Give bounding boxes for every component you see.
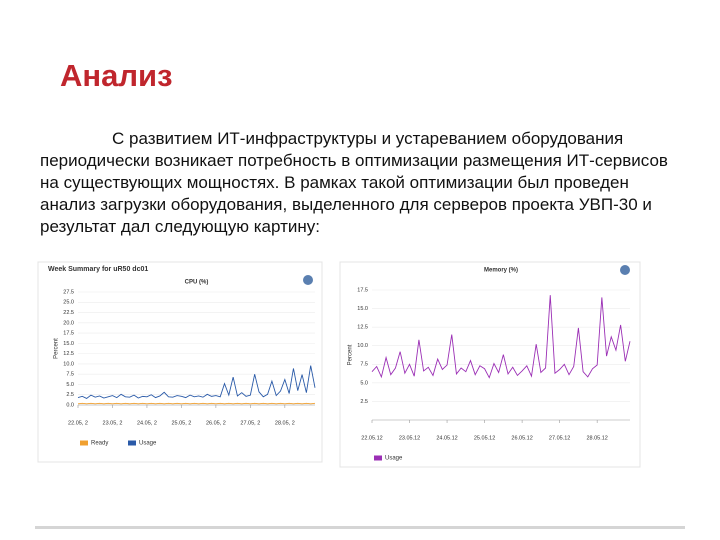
y-tick-label: 7.5 bbox=[66, 372, 74, 378]
paragraph: С развитием ИТ-инфраструктуры и устарева… bbox=[40, 129, 668, 236]
y-tick-label: 0.0 bbox=[66, 402, 74, 408]
legend-swatch bbox=[128, 440, 136, 446]
y-tick-label: 17.5 bbox=[357, 287, 368, 293]
x-tick-label: 28.05.12 bbox=[586, 435, 607, 441]
legend-label: Ready bbox=[91, 441, 108, 447]
refresh-icon bbox=[620, 265, 630, 275]
slide-title: Анализ bbox=[60, 58, 173, 93]
y-axis-label: Percent bbox=[348, 344, 354, 365]
x-tick-label: 25.05, 2 bbox=[171, 420, 191, 426]
chart-subtitle: Week Summary for uR50 dc01 bbox=[48, 266, 148, 273]
y-tick-label: 2.5 bbox=[360, 399, 368, 405]
refresh-icon bbox=[303, 275, 313, 285]
y-tick-label: 20.0 bbox=[63, 320, 74, 326]
y-tick-label: 12.5 bbox=[357, 325, 368, 331]
legend-swatch bbox=[374, 455, 382, 461]
legend-swatch bbox=[80, 440, 88, 446]
divider bbox=[35, 526, 685, 529]
x-tick-label: 26.05.12 bbox=[511, 435, 532, 441]
chart-title: Memory (%) bbox=[484, 268, 518, 274]
x-tick-label: 27.05, 2 bbox=[240, 420, 260, 426]
x-tick-label: 24.05.12 bbox=[436, 435, 457, 441]
y-tick-label: 27.5 bbox=[63, 289, 74, 295]
y-tick-label: 15.0 bbox=[63, 341, 74, 347]
y-tick-label: 10.0 bbox=[63, 361, 74, 367]
x-tick-label: 27.05.12 bbox=[549, 435, 570, 441]
y-tick-label: 17.5 bbox=[63, 331, 74, 337]
x-tick-label: 23.05.12 bbox=[399, 435, 420, 441]
x-tick-label: 24.05, 2 bbox=[137, 420, 157, 426]
y-tick-label: 2.5 bbox=[66, 392, 74, 398]
y-tick-label: 5.0 bbox=[66, 382, 74, 388]
series-line bbox=[371, 295, 631, 379]
legend-label: Usage bbox=[385, 456, 403, 462]
x-tick-label: 22.05, 2 bbox=[68, 420, 88, 426]
chart-frame bbox=[37, 261, 323, 463]
y-tick-label: 7.5 bbox=[360, 362, 368, 368]
x-tick-label: 28.05, 2 bbox=[275, 420, 295, 426]
legend-label: Usage bbox=[139, 441, 157, 447]
chart-title: CPU (%) bbox=[185, 280, 209, 286]
y-tick-label: 10.0 bbox=[357, 343, 368, 349]
y-tick-label: 25.0 bbox=[63, 300, 74, 306]
y-tick-label: 12.5 bbox=[63, 351, 74, 357]
y-tick-label: 5.0 bbox=[360, 380, 368, 386]
y-tick-label: 15.0 bbox=[357, 306, 368, 312]
x-tick-label: 23.05, 2 bbox=[103, 420, 123, 426]
x-tick-label: 26.05, 2 bbox=[206, 420, 226, 426]
y-tick-label: 22.5 bbox=[63, 310, 74, 316]
x-tick-label: 22.05.12 bbox=[361, 435, 382, 441]
x-tick-label: 25.05.12 bbox=[474, 435, 495, 441]
series-line bbox=[77, 365, 316, 399]
y-axis-label: Percent bbox=[54, 338, 60, 359]
